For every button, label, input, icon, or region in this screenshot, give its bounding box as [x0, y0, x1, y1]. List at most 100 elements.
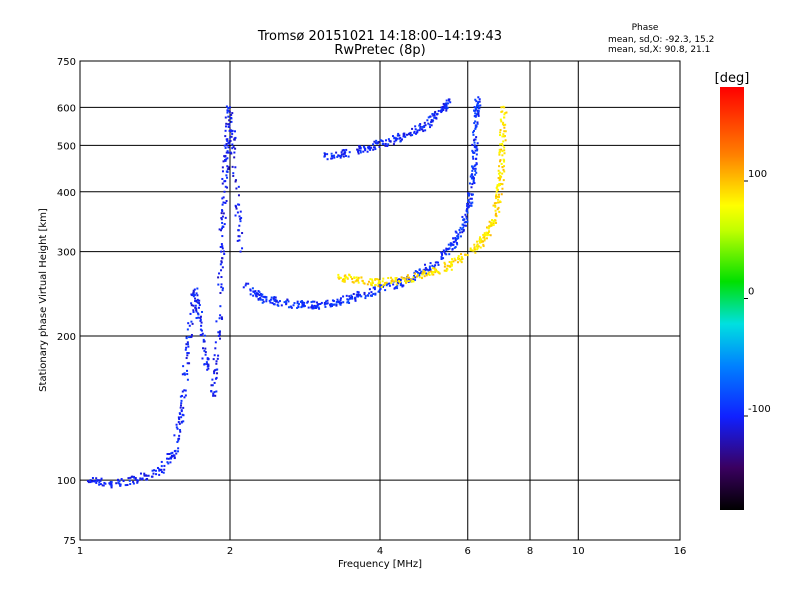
echo-point	[213, 369, 216, 372]
echo-point	[461, 231, 464, 234]
echo-point	[173, 450, 176, 453]
echo-point	[225, 199, 228, 202]
echo-point	[185, 343, 188, 346]
echo-point	[225, 151, 228, 154]
echo-point	[203, 363, 206, 366]
echo-point	[370, 291, 373, 294]
echo-point	[418, 268, 421, 271]
echo-point	[449, 244, 452, 247]
echo-point	[441, 105, 444, 108]
echo-point	[454, 236, 457, 239]
echo-point	[394, 139, 397, 142]
echo-point	[192, 295, 195, 298]
echo-point	[218, 337, 221, 340]
echo-point	[500, 110, 503, 113]
echo-point	[135, 479, 138, 482]
echo-point	[454, 239, 457, 242]
echo-point	[424, 124, 427, 127]
echo-point	[441, 253, 444, 256]
echo-point	[333, 154, 336, 157]
echo-point	[471, 169, 474, 172]
echo-point	[499, 129, 502, 132]
echo-point	[221, 203, 224, 206]
echo-point	[460, 228, 463, 231]
echo-point	[413, 274, 416, 277]
echo-point	[136, 481, 139, 484]
echo-point	[473, 122, 476, 125]
echo-point	[340, 153, 343, 156]
echo-point	[326, 158, 329, 161]
echo-point	[428, 115, 431, 118]
echo-point	[220, 218, 223, 221]
echo-point	[348, 274, 351, 277]
echo-point	[442, 109, 445, 112]
echo-point	[233, 156, 236, 159]
echo-point	[465, 224, 468, 227]
y-tick-label: 500	[57, 141, 76, 152]
echo-point	[424, 129, 427, 132]
echo-point	[207, 363, 210, 366]
echo-point	[323, 155, 326, 158]
echo-point	[210, 384, 213, 387]
echo-point	[351, 277, 354, 280]
echo-point	[398, 281, 401, 284]
echo-point	[440, 106, 443, 109]
echo-point	[224, 185, 227, 188]
echo-point	[181, 373, 184, 376]
echo-point	[220, 269, 223, 272]
echo-point	[192, 304, 195, 307]
echo-point	[500, 162, 503, 165]
echo-point	[431, 120, 434, 123]
echo-point	[216, 357, 219, 360]
echo-point	[175, 426, 178, 429]
echo-point	[489, 224, 492, 227]
echo-point	[466, 254, 469, 257]
echo-point	[399, 278, 402, 281]
echo-point	[195, 310, 198, 313]
echo-point	[331, 304, 334, 307]
echo-point	[221, 235, 224, 238]
echo-point	[262, 300, 265, 303]
echo-point	[89, 481, 92, 484]
echo-point	[224, 129, 227, 132]
echo-point	[430, 124, 433, 127]
echo-point	[223, 190, 226, 193]
echo-point	[180, 399, 183, 402]
echo-point	[476, 240, 479, 243]
echo-point	[460, 258, 463, 261]
echo-point	[483, 232, 486, 235]
echo-point	[221, 227, 224, 230]
echo-point	[498, 160, 501, 163]
echo-point	[95, 481, 98, 484]
echo-point	[259, 298, 262, 301]
echo-point	[218, 333, 221, 336]
echo-point	[405, 281, 408, 284]
echo-point	[431, 112, 434, 115]
echo-point	[108, 482, 111, 485]
echo-point	[183, 389, 186, 392]
echo-point	[443, 250, 446, 253]
echo-point	[360, 276, 363, 279]
echo-point	[201, 332, 204, 335]
echo-point	[466, 211, 469, 214]
echo-point	[232, 146, 235, 149]
echo-point	[155, 473, 158, 476]
echo-point	[221, 221, 224, 224]
echo-point	[150, 475, 153, 478]
echo-point	[184, 394, 187, 397]
echo-point	[223, 144, 226, 147]
echo-point	[474, 149, 477, 152]
echo-point	[455, 231, 458, 234]
echo-point	[470, 249, 473, 252]
echo-point	[116, 478, 119, 481]
echo-point	[352, 292, 355, 295]
echo-point	[228, 110, 231, 113]
echo-point	[396, 137, 399, 140]
echo-point	[483, 234, 486, 237]
echo-point	[475, 105, 478, 108]
echo-point	[472, 131, 475, 134]
echo-point	[220, 286, 223, 289]
echo-point	[217, 276, 220, 279]
echo-point	[435, 261, 438, 264]
echo-point	[462, 230, 465, 233]
